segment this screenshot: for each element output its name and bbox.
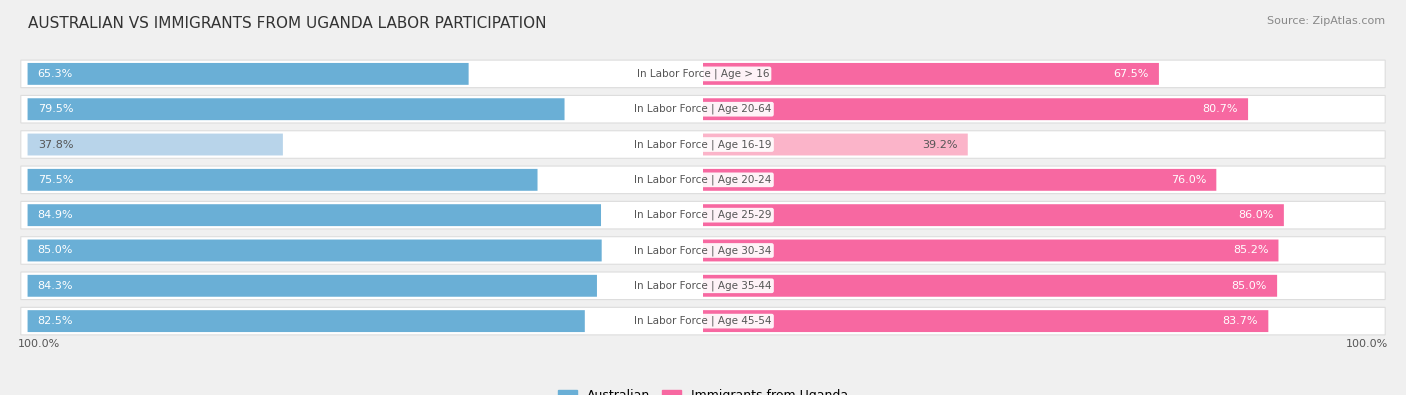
Text: 39.2%: 39.2% xyxy=(922,139,957,150)
Text: In Labor Force | Age 20-24: In Labor Force | Age 20-24 xyxy=(634,175,772,185)
FancyBboxPatch shape xyxy=(21,272,1385,299)
FancyBboxPatch shape xyxy=(703,275,1277,297)
FancyBboxPatch shape xyxy=(28,310,585,332)
Text: 83.7%: 83.7% xyxy=(1223,316,1258,326)
Text: 84.9%: 84.9% xyxy=(38,210,73,220)
FancyBboxPatch shape xyxy=(703,169,1216,191)
FancyBboxPatch shape xyxy=(21,60,1385,88)
FancyBboxPatch shape xyxy=(21,96,1385,123)
FancyBboxPatch shape xyxy=(703,63,1159,85)
Text: 75.5%: 75.5% xyxy=(38,175,73,185)
Text: 80.7%: 80.7% xyxy=(1202,104,1237,114)
Text: 76.0%: 76.0% xyxy=(1171,175,1206,185)
Text: 37.8%: 37.8% xyxy=(38,139,73,150)
Text: 85.0%: 85.0% xyxy=(38,245,73,256)
FancyBboxPatch shape xyxy=(28,204,600,226)
Text: 85.2%: 85.2% xyxy=(1233,245,1268,256)
Text: 82.5%: 82.5% xyxy=(38,316,73,326)
Text: AUSTRALIAN VS IMMIGRANTS FROM UGANDA LABOR PARTICIPATION: AUSTRALIAN VS IMMIGRANTS FROM UGANDA LAB… xyxy=(28,16,547,31)
FancyBboxPatch shape xyxy=(21,237,1385,264)
Text: 79.5%: 79.5% xyxy=(38,104,73,114)
Text: 100.0%: 100.0% xyxy=(17,339,59,349)
Text: 65.3%: 65.3% xyxy=(38,69,73,79)
Text: Source: ZipAtlas.com: Source: ZipAtlas.com xyxy=(1267,16,1385,26)
Text: In Labor Force | Age > 16: In Labor Force | Age > 16 xyxy=(637,69,769,79)
Text: In Labor Force | Age 45-54: In Labor Force | Age 45-54 xyxy=(634,316,772,326)
FancyBboxPatch shape xyxy=(28,63,468,85)
FancyBboxPatch shape xyxy=(21,201,1385,229)
Text: 86.0%: 86.0% xyxy=(1239,210,1274,220)
FancyBboxPatch shape xyxy=(28,134,283,156)
FancyBboxPatch shape xyxy=(28,239,602,261)
Text: In Labor Force | Age 16-19: In Labor Force | Age 16-19 xyxy=(634,139,772,150)
FancyBboxPatch shape xyxy=(703,134,967,156)
Text: 85.0%: 85.0% xyxy=(1232,281,1267,291)
FancyBboxPatch shape xyxy=(28,98,565,120)
FancyBboxPatch shape xyxy=(703,204,1284,226)
FancyBboxPatch shape xyxy=(21,307,1385,335)
Text: In Labor Force | Age 20-64: In Labor Force | Age 20-64 xyxy=(634,104,772,115)
Text: In Labor Force | Age 30-34: In Labor Force | Age 30-34 xyxy=(634,245,772,256)
Text: 100.0%: 100.0% xyxy=(1347,339,1389,349)
FancyBboxPatch shape xyxy=(28,169,537,191)
Text: In Labor Force | Age 35-44: In Labor Force | Age 35-44 xyxy=(634,280,772,291)
FancyBboxPatch shape xyxy=(703,98,1249,120)
FancyBboxPatch shape xyxy=(21,131,1385,158)
Legend: Australian, Immigrants from Uganda: Australian, Immigrants from Uganda xyxy=(553,384,853,395)
Text: In Labor Force | Age 25-29: In Labor Force | Age 25-29 xyxy=(634,210,772,220)
Text: 84.3%: 84.3% xyxy=(38,281,73,291)
FancyBboxPatch shape xyxy=(28,275,598,297)
FancyBboxPatch shape xyxy=(703,239,1278,261)
FancyBboxPatch shape xyxy=(21,166,1385,194)
FancyBboxPatch shape xyxy=(703,310,1268,332)
Text: 67.5%: 67.5% xyxy=(1114,69,1149,79)
